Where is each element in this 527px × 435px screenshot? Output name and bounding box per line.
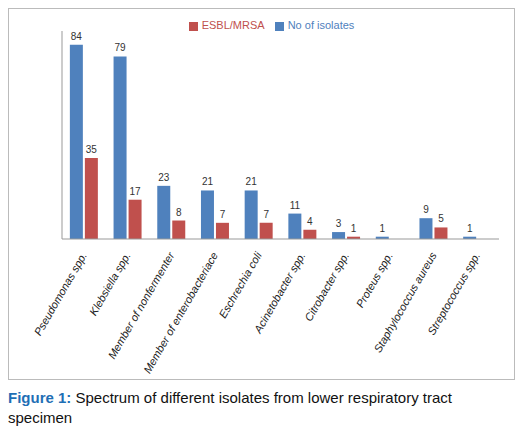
svg-text:35: 35	[86, 144, 98, 155]
svg-text:23: 23	[158, 172, 170, 183]
html-text:No of isolates: No of isolates	[287, 19, 355, 31]
svg-text:Staphylococcus aureus: Staphylococcus aureus	[371, 250, 439, 355]
html-text:ESBL/MRSA: ESBL/MRSA	[201, 19, 265, 31]
svg-text:Klebsiella spp.: Klebsiella spp.	[87, 250, 133, 317]
svg-text:Pseudomonas spp.: Pseudomonas spp.	[32, 250, 89, 338]
svg-text:8: 8	[176, 207, 182, 218]
svg-text:Member of enterobacteriace: Member of enterobacteriace	[141, 250, 220, 375]
svg-text:Citrobacter spp.: Citrobacter spp.	[302, 250, 351, 323]
svg-text:Proteus spp.: Proteus spp.	[354, 250, 395, 309]
svg-text:1: 1	[379, 223, 385, 234]
svg-text:84: 84	[71, 31, 83, 42]
svg-text:11: 11	[290, 200, 301, 211]
svg-text:1: 1	[351, 223, 357, 234]
svg-text:Eschrechia coli: Eschrechia coli	[216, 250, 264, 321]
svg-text:21: 21	[246, 176, 258, 187]
svg-text:9: 9	[423, 204, 429, 215]
svg-text:7: 7	[220, 209, 226, 220]
html-text:Figure 1: Spectrum of differen: Figure 1: Spectrum of different isolates…	[8, 389, 452, 426]
svg-text:Acinetobacter spp.: Acinetobacter spp.	[251, 250, 307, 336]
svg-text:5: 5	[438, 213, 444, 224]
svg-text:79: 79	[115, 42, 127, 53]
svg-text:21: 21	[202, 176, 214, 187]
svg-text:17: 17	[130, 186, 142, 197]
svg-text:Streptococcus spp.: Streptococcus spp.	[425, 250, 482, 337]
svg-text:7: 7	[263, 209, 269, 220]
svg-text:Member of nonfermenter: Member of nonfermenter	[105, 250, 177, 361]
svg-text:4: 4	[307, 216, 313, 227]
svg-text:1: 1	[467, 223, 473, 234]
svg-text:3: 3	[336, 218, 342, 229]
